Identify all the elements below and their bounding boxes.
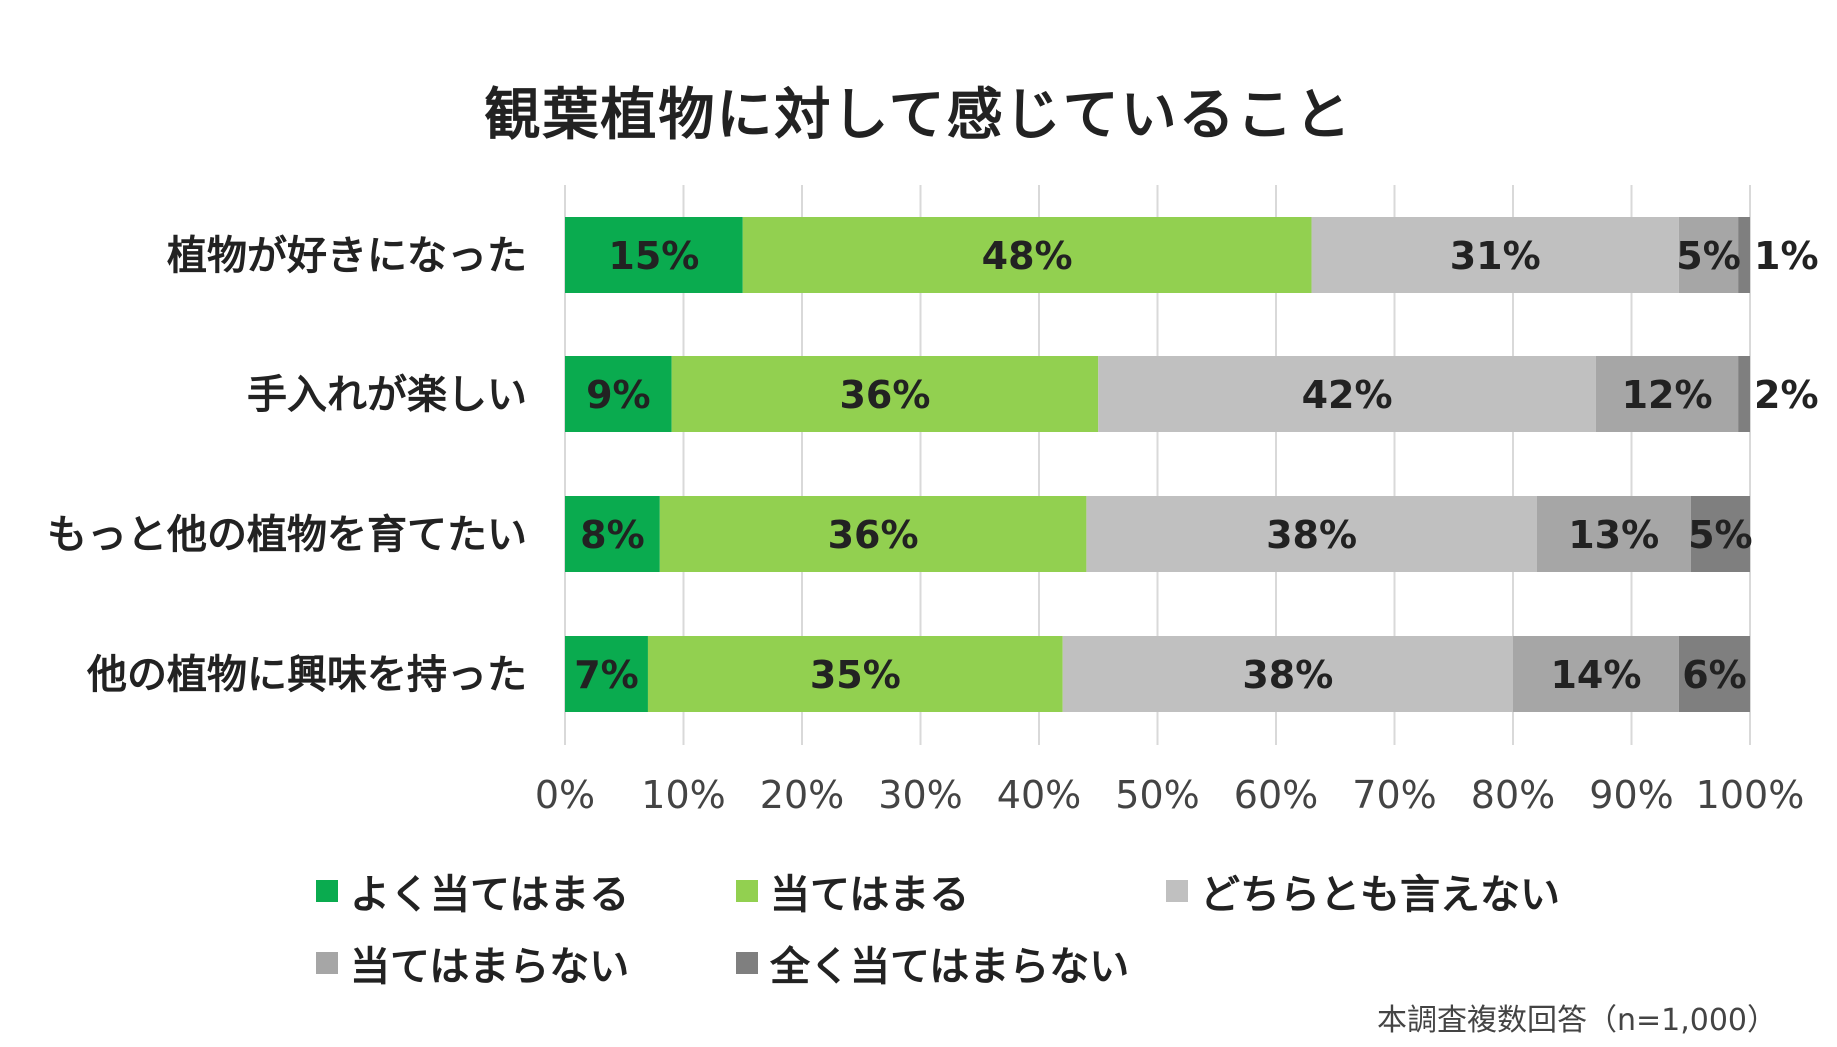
x-tick-label: 0% (535, 773, 595, 817)
legend-label: 当てはまる (770, 872, 970, 918)
legend-label: よく当てはまる (350, 872, 630, 918)
data-label: 15% (608, 234, 699, 278)
data-label: 48% (982, 234, 1073, 278)
data-label: 5% (1688, 513, 1753, 557)
chart-title: 観葉植物に対して感じていること (484, 83, 1353, 148)
legend-item: 当てはまらない (316, 934, 629, 992)
bar-segment (565, 496, 660, 572)
bar-segment (1678, 636, 1750, 712)
data-label: 35% (810, 653, 901, 697)
bar-segment (671, 356, 1099, 432)
bar-segment (742, 217, 1312, 293)
data-label: 14% (1550, 653, 1641, 697)
bars (565, 217, 1750, 712)
bar-segment (1690, 496, 1750, 572)
data-label: 2% (1754, 373, 1819, 417)
category-label: もっと他の植物を育てたい (47, 512, 527, 558)
data-label: 7% (574, 653, 639, 697)
bar-segment (1738, 217, 1750, 293)
bar-segment (1738, 356, 1750, 432)
legend-swatch (736, 952, 758, 974)
x-tick-label: 100% (1696, 773, 1805, 817)
stacked-bar-chart: 0% 10% 20% 30% 40% 50% 60% 70% 80% 90% 100% 植物が好きにな… (47, 185, 1819, 817)
data-label: 31% (1450, 234, 1541, 278)
data-label: 5% (1676, 234, 1741, 278)
bar-segment (1595, 356, 1739, 432)
legend-swatch (316, 880, 338, 902)
bar-segment (565, 356, 672, 432)
data-label: 8% (580, 513, 645, 557)
legend-item: よく当てはまる (316, 862, 629, 920)
bar-segment (565, 636, 648, 712)
x-tick-label: 90% (1589, 773, 1673, 817)
bar-segment (1062, 636, 1513, 712)
x-tick-label: 10% (641, 773, 725, 817)
legend-swatch (736, 880, 758, 902)
bar-segment (1098, 356, 1596, 432)
legend-swatch (1166, 880, 1188, 902)
x-tick-label: 80% (1471, 773, 1555, 817)
bar-segment (1086, 496, 1537, 572)
category-label: 他の植物に興味を持った (86, 652, 527, 698)
bar-segment (647, 636, 1063, 712)
data-label: 1% (1754, 234, 1819, 278)
legend-label: 当てはまらない (350, 944, 630, 990)
category-label: 植物が好きになった (167, 233, 527, 279)
labels: 0% 10% 20% 30% 40% 50% 60% 70% 80% 90% 100% 植物が好きにな… (47, 233, 1819, 817)
footnote: 本調査複数回答（n=1,000） (1376, 1003, 1777, 1038)
data-label: 12% (1622, 373, 1713, 417)
data-label: 9% (586, 373, 651, 417)
x-tick-label: 30% (878, 773, 962, 817)
x-tick-label: 50% (1115, 773, 1199, 817)
bar-segment (1678, 217, 1739, 293)
legend-label: 全く当てはまらない (770, 944, 1130, 990)
legend-item: どちらとも言えない (1166, 862, 1560, 920)
x-tick-label: 70% (1352, 773, 1436, 817)
bar-segment (659, 496, 1087, 572)
legend-item: 全く当てはまらない (736, 934, 1129, 992)
legend-item: 当てはまる (736, 862, 969, 920)
data-label: 36% (828, 513, 919, 557)
x-tick-label: 40% (997, 773, 1081, 817)
x-tick-label: 60% (1234, 773, 1318, 817)
data-label: 36% (839, 373, 930, 417)
bar-segment (565, 217, 743, 293)
data-label: 42% (1302, 373, 1393, 417)
data-label: 6% (1682, 653, 1747, 697)
data-label: 38% (1242, 653, 1333, 697)
legend-label: どちらとも言えない (1200, 872, 1560, 918)
category-label: 手入れが楽しい (247, 372, 527, 418)
data-label: 38% (1266, 513, 1357, 557)
legend-swatch (316, 952, 338, 974)
bar-segment (1536, 496, 1691, 572)
bar-segment (1311, 217, 1679, 293)
x-tick-label: 20% (760, 773, 844, 817)
data-label: 13% (1568, 513, 1659, 557)
bar-segment (1513, 636, 1679, 712)
